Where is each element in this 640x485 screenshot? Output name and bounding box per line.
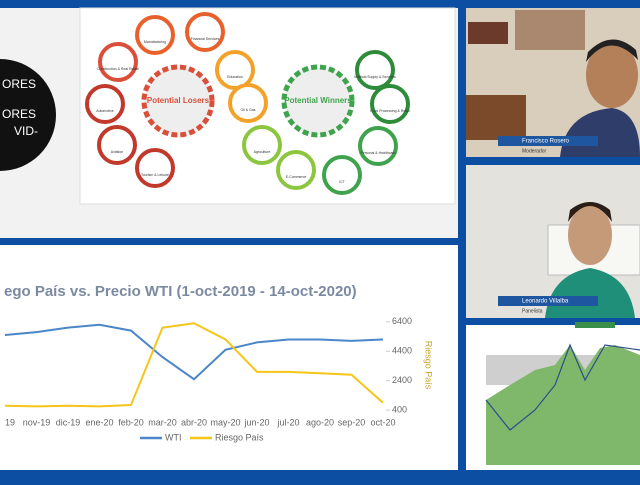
participant-name: Leonardo Villalba bbox=[522, 299, 569, 305]
person-hair bbox=[568, 202, 612, 222]
sector-node bbox=[228, 83, 268, 123]
sector-label: ICT bbox=[339, 180, 346, 184]
name-bar bbox=[498, 296, 598, 306]
series-line bbox=[4, 323, 384, 381]
person-head bbox=[568, 205, 612, 265]
sector-label: Financial Services bbox=[191, 37, 220, 41]
x-tick-label: nov-19 bbox=[23, 417, 51, 427]
sector-node bbox=[322, 155, 362, 195]
sector-label: Oil & Gas bbox=[241, 108, 256, 112]
sector-label: E-Commerce bbox=[286, 175, 307, 179]
hub-label: Potential Winners bbox=[284, 96, 352, 105]
sector-label: Food Processing & Retail bbox=[370, 109, 410, 113]
x-tick-label: feb-20 bbox=[118, 417, 144, 427]
sector-node bbox=[276, 150, 316, 190]
sector-node bbox=[355, 50, 395, 90]
x-tick-label: ene-20 bbox=[85, 417, 113, 427]
shelf bbox=[515, 10, 585, 50]
x-tick-label: oct-20 bbox=[370, 417, 395, 427]
sector-node bbox=[98, 42, 138, 82]
y-tick-label: 2400 bbox=[392, 375, 412, 385]
sector-label: Education bbox=[227, 75, 243, 79]
hub-label: Potential Losers bbox=[147, 96, 210, 105]
x-tick-label: jun-20 bbox=[243, 417, 269, 427]
circle-text: ORES bbox=[2, 77, 36, 91]
chart: ego País vs. Precio WTI (1-oct-2019 - 14… bbox=[4, 283, 434, 442]
x-tick-label: sep-20 bbox=[338, 417, 366, 427]
sector-label: Aviation bbox=[111, 150, 123, 154]
sector-node bbox=[215, 50, 255, 90]
furniture bbox=[466, 95, 526, 140]
sector-node bbox=[85, 84, 125, 124]
legend-label: WTI bbox=[165, 432, 182, 442]
sector-node bbox=[97, 125, 137, 165]
slide-bottom bbox=[0, 245, 458, 470]
sector-label: Tourism & Leisure bbox=[141, 173, 169, 177]
x-tick-label: ago-20 bbox=[306, 417, 334, 427]
sector-node bbox=[135, 148, 175, 188]
sector-node bbox=[358, 126, 398, 166]
participant-role: Panelista bbox=[522, 308, 543, 314]
hub-ring bbox=[281, 64, 355, 138]
x-tick-label: dic-19 bbox=[56, 417, 81, 427]
legend-label: Riesgo País bbox=[215, 432, 264, 442]
name-bar bbox=[498, 136, 598, 146]
sector-label: Construction & Real Estate bbox=[97, 67, 139, 71]
sector-node bbox=[242, 125, 282, 165]
thumb-line bbox=[485, 343, 640, 431]
series-line bbox=[4, 322, 384, 408]
diagram-group: Potential Losers Potential Winners Manufac… bbox=[85, 12, 410, 195]
sector-label: Automotive bbox=[96, 109, 114, 113]
sector-label: Agriculture bbox=[254, 150, 271, 154]
sector-node bbox=[185, 12, 225, 52]
hub-ring bbox=[141, 64, 215, 138]
x-tick-label: may-20 bbox=[210, 417, 240, 427]
y-tick-label: 4400 bbox=[392, 346, 412, 356]
x-tick-label: mar-20 bbox=[148, 417, 177, 427]
black-circle bbox=[0, 59, 56, 171]
sector-node bbox=[370, 84, 410, 124]
sector-node bbox=[135, 15, 175, 55]
person-head bbox=[586, 42, 638, 108]
circle-text: VID- bbox=[14, 124, 38, 138]
wall-art bbox=[468, 22, 508, 44]
sector-label: Personal & Healthcare bbox=[360, 151, 395, 155]
chart-title: ego País vs. Precio WTI (1-oct-2019 - 14… bbox=[4, 283, 357, 300]
y-tick-label: 6400 bbox=[392, 316, 412, 326]
sector-label: Manufacturing bbox=[144, 40, 166, 44]
thumb-header bbox=[575, 322, 615, 328]
participant-name: Francisco Rosero bbox=[522, 139, 570, 145]
thumb-area bbox=[486, 345, 640, 465]
person-hair bbox=[586, 39, 638, 62]
y-axis-label: Riesgo País bbox=[424, 341, 434, 390]
y-tick-label: 400 bbox=[392, 404, 407, 414]
circle-text: ORES bbox=[2, 107, 36, 121]
x-tick-label: 19 bbox=[5, 417, 15, 427]
x-tick-label: abr-20 bbox=[181, 417, 207, 427]
x-tick-label: jul-20 bbox=[276, 417, 299, 427]
participant-role: Moderador bbox=[522, 148, 547, 154]
sector-label: Medical Supply & Services bbox=[354, 75, 396, 79]
